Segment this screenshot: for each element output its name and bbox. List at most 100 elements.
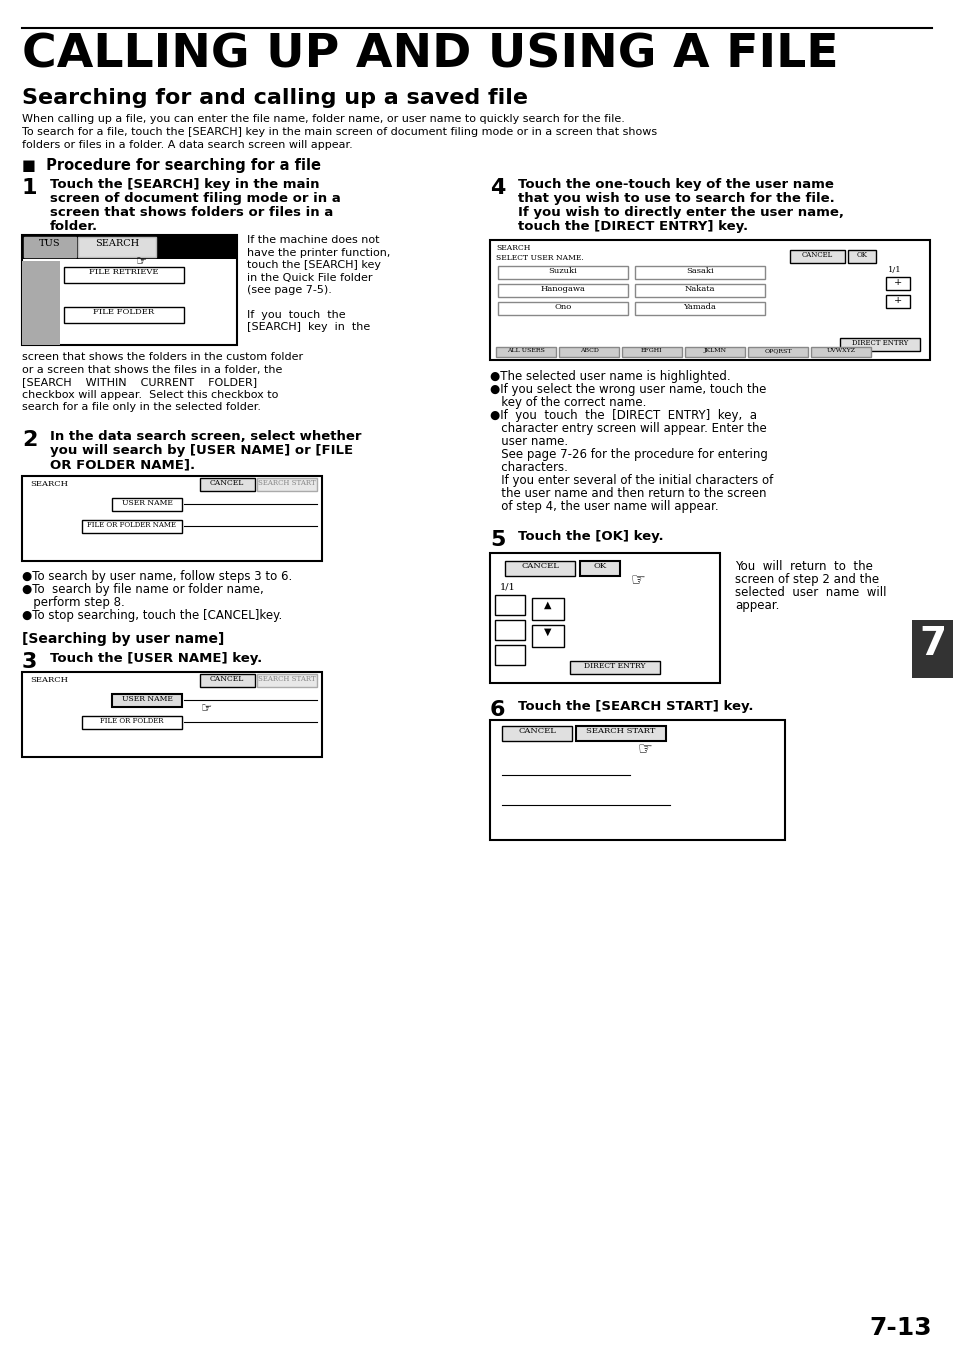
Bar [579,561,619,576]
Text: checkbox will appear.  Select this checkbox to: checkbox will appear. Select this checkb… [22,389,278,400]
Text: in the Quick File folder: in the Quick File folder [247,273,372,282]
Text: SEARCH START: SEARCH START [258,676,315,684]
Bar [684,347,744,357]
Text: of step 4, the user name will appear.: of step 4, the user name will appear. [490,500,718,513]
Text: Touch the [OK] key.: Touch the [OK] key. [517,530,663,543]
Text: 1/1: 1/1 [499,584,516,592]
Text: If the machine does not: If the machine does not [247,235,379,245]
Text: CANCEL: CANCEL [801,251,832,259]
Text: ▲: ▲ [543,600,551,611]
Text: user name.: user name. [490,435,568,449]
Bar [810,347,870,357]
Bar [789,250,844,263]
Bar [22,235,236,259]
Text: EFGHI: EFGHI [640,349,662,353]
Bar [911,620,953,678]
Text: you will search by [USER NAME] or [FILE: you will search by [USER NAME] or [FILE [50,444,353,457]
Text: touch the [DIRECT ENTRY] key.: touch the [DIRECT ENTRY] key. [517,220,747,232]
Text: USER NAME: USER NAME [121,694,172,703]
Text: ☞: ☞ [637,740,652,758]
Text: 7-13: 7-13 [868,1316,931,1340]
Text: ☞: ☞ [630,571,645,589]
Text: ABCD: ABCD [579,349,598,353]
Text: If  you  touch  the: If you touch the [247,309,345,320]
Text: OR FOLDER NAME].: OR FOLDER NAME]. [50,458,195,471]
Text: ALL USERS: ALL USERS [507,349,544,353]
Text: [SEARCH]  key  in  the: [SEARCH] key in the [247,323,370,332]
Text: OPQRST: OPQRST [763,349,791,353]
Bar [112,694,182,707]
Text: To search for a file, touch the [SEARCH] key in the main screen of document fili: To search for a file, touch the [SEARCH]… [22,127,657,136]
Bar [495,594,524,615]
Text: Ono: Ono [554,303,571,311]
Text: CANCEL: CANCEL [210,480,244,486]
Text: perform step 8.: perform step 8. [22,596,125,609]
Text: 1: 1 [22,178,37,199]
Text: ●To search by user name, follow steps 3 to 6.: ●To search by user name, follow steps 3 … [22,570,292,584]
Text: When calling up a file, you can enter the file name, folder name, or user name t: When calling up a file, you can enter th… [22,113,624,124]
Text: SEARCH: SEARCH [30,480,68,488]
Bar [490,240,929,359]
Bar [501,725,572,740]
Text: screen of document filing mode or in a: screen of document filing mode or in a [50,192,340,205]
Text: If you wish to directly enter the user name,: If you wish to directly enter the user n… [517,205,843,219]
Text: You  will  return  to  the: You will return to the [734,561,872,573]
Text: appear.: appear. [734,598,779,612]
Text: screen that shows the folders in the custom folder: screen that shows the folders in the cus… [22,353,303,362]
Bar [495,644,524,665]
Text: Nakata: Nakata [684,285,715,293]
Text: have the printer function,: have the printer function, [247,247,390,258]
Text: ☞: ☞ [136,255,148,267]
Text: +: + [893,278,902,286]
Text: SEARCH: SEARCH [94,239,139,249]
Bar [22,476,322,561]
Bar [24,236,76,257]
Bar [635,284,764,297]
Bar [558,347,618,357]
Text: 2: 2 [22,430,37,450]
Bar [490,553,720,684]
Text: ▼: ▼ [543,627,551,638]
Text: [Searching by user name]: [Searching by user name] [22,632,224,646]
Text: (see page 7-5).: (see page 7-5). [247,285,332,295]
Text: the user name and then return to the screen: the user name and then return to the scr… [490,486,765,500]
Text: screen that shows folders or files in a: screen that shows folders or files in a [50,205,333,219]
Text: CANCEL: CANCEL [517,727,556,735]
Bar [256,674,316,688]
Text: Sasaki: Sasaki [685,267,713,276]
Bar [82,716,182,730]
Bar [256,478,316,490]
Bar [78,236,156,257]
Text: SEARCH START: SEARCH START [258,480,315,486]
Text: ■  Procedure for searching for a file: ■ Procedure for searching for a file [22,158,320,173]
Text: FILE FOLDER: FILE FOLDER [93,308,154,316]
Text: If you enter several of the initial characters of: If you enter several of the initial char… [490,474,773,486]
Text: Suzuki: Suzuki [548,267,577,276]
Text: FILE OR FOLDER NAME: FILE OR FOLDER NAME [88,521,176,530]
Text: FILE OR FOLDER: FILE OR FOLDER [100,717,164,725]
Text: Touch the [SEARCH] key in the main: Touch the [SEARCH] key in the main [50,178,319,190]
Text: SEARCH: SEARCH [30,676,68,684]
Text: Yamada: Yamada [683,303,716,311]
Text: 3: 3 [22,653,37,671]
Text: In the data search screen, select whether: In the data search screen, select whethe… [50,430,361,443]
Text: ☞: ☞ [201,703,213,715]
Bar [495,620,524,640]
Bar [747,347,807,357]
Bar [635,266,764,280]
Text: +: + [893,296,902,305]
Bar [22,261,60,345]
Text: Hanogawa: Hanogawa [540,285,585,293]
Text: 5: 5 [490,530,505,550]
Bar [22,235,236,345]
Text: key of the correct name.: key of the correct name. [490,396,646,409]
Text: selected  user  name  will: selected user name will [734,586,885,598]
Bar [497,266,627,280]
Bar [200,478,254,490]
Text: touch the [SEARCH] key: touch the [SEARCH] key [247,259,380,270]
Bar [490,720,784,840]
Text: Touch the [SEARCH START] key.: Touch the [SEARCH START] key. [517,700,753,713]
Bar [504,561,575,576]
Bar [496,347,556,357]
Text: 1/1: 1/1 [887,266,901,274]
